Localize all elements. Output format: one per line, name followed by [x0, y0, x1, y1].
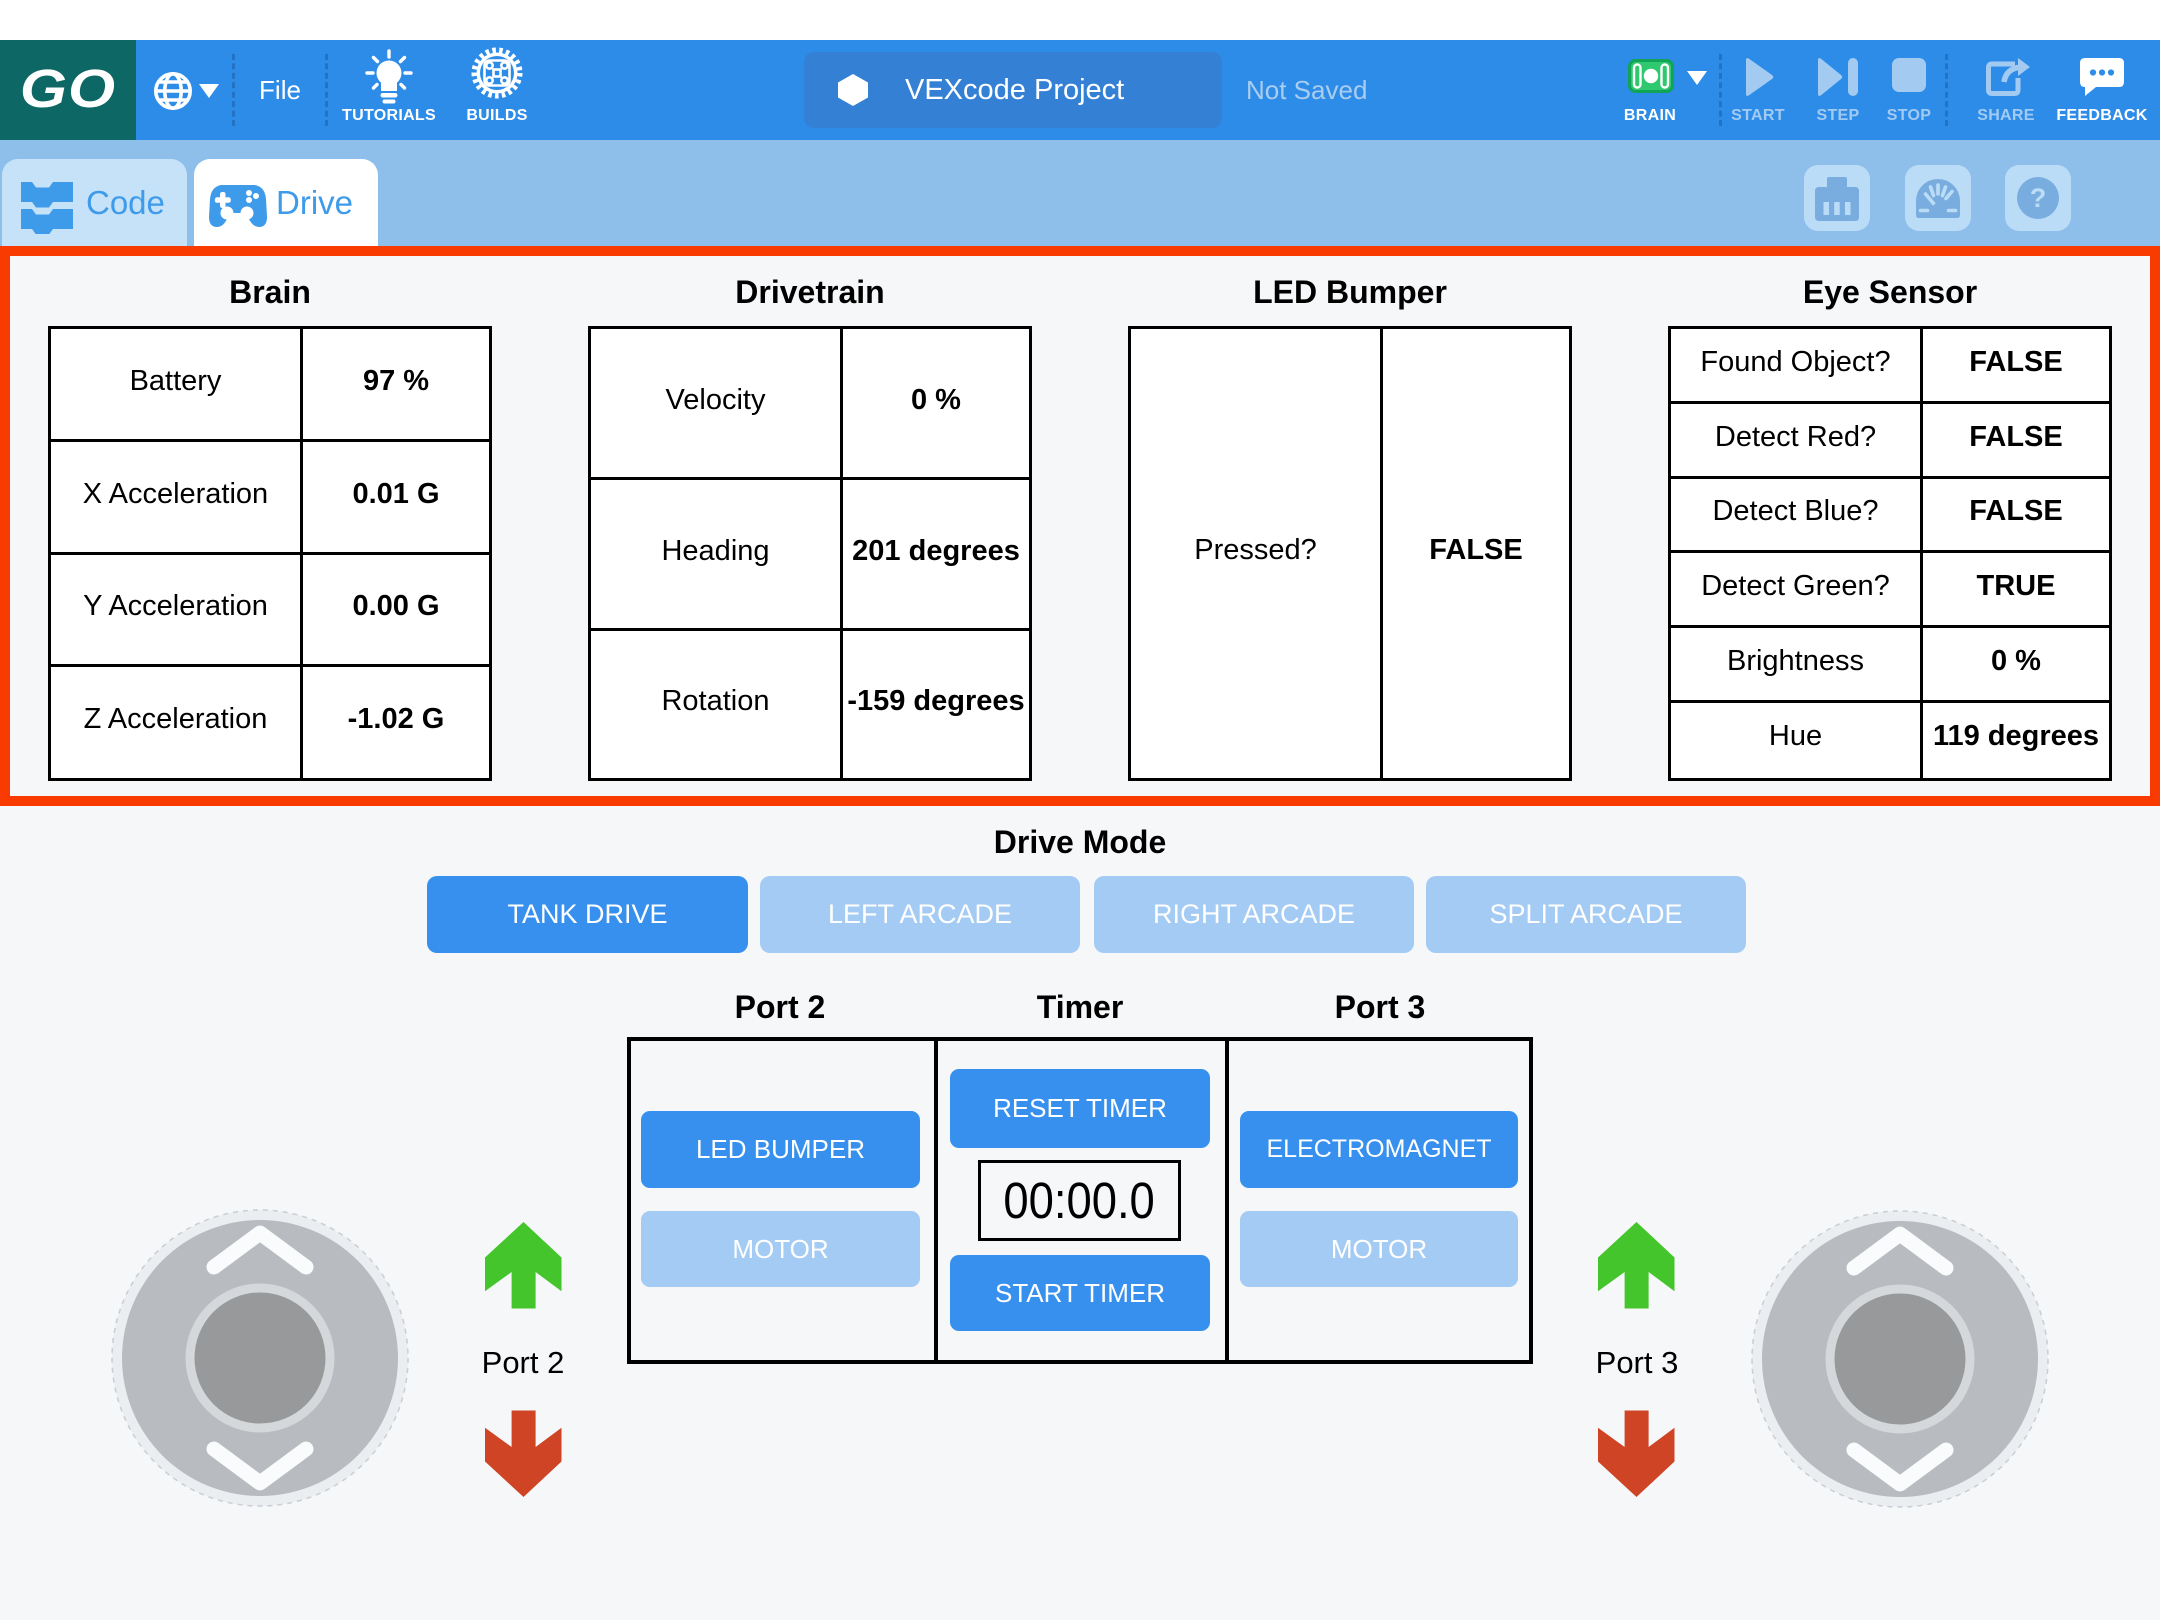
svg-text:?: ? [2030, 183, 2047, 213]
